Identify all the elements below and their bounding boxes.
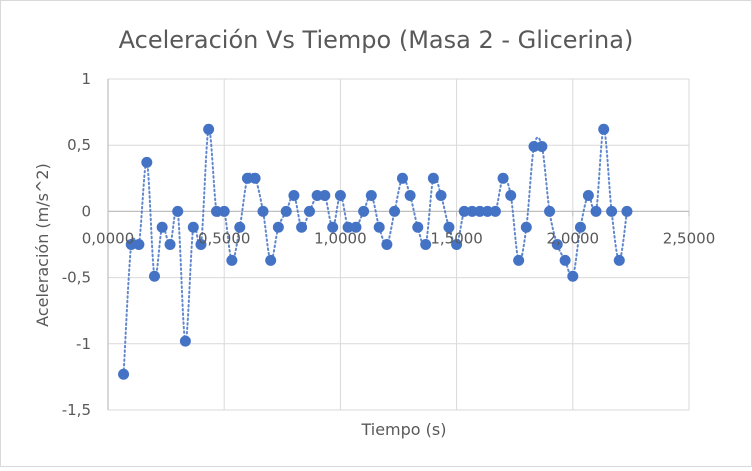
- data-point: [505, 190, 517, 202]
- data-point: [404, 190, 416, 202]
- data-point: [451, 239, 463, 250]
- data-point: [203, 123, 215, 135]
- data-point: [319, 190, 331, 202]
- data-point: [590, 205, 602, 217]
- data-point: [389, 205, 401, 217]
- x-tick-label: 2,0000: [547, 229, 600, 247]
- data-point: [474, 205, 486, 217]
- tick-labels: 1 0,5 0 -0,5 -1 -1,5 0,0000 0,5000 1,0000 1,5000 2…: [62, 70, 716, 419]
- data-point: [234, 221, 246, 233]
- y-tick-label: -1,5: [62, 401, 91, 419]
- data-point: [497, 172, 509, 184]
- x-tick-label: 0,5000: [198, 229, 251, 247]
- y-tick-label: 1: [81, 70, 91, 88]
- data-point: [311, 190, 323, 202]
- data-point: [396, 172, 408, 184]
- data-point: [211, 205, 223, 217]
- data-point: [272, 221, 284, 233]
- data-point: [536, 141, 548, 153]
- data-point: [118, 368, 130, 380]
- gridlines: [108, 78, 690, 411]
- data-point: [443, 221, 455, 233]
- data-point: [195, 239, 207, 250]
- data-point: [412, 221, 424, 233]
- data-point: [567, 270, 579, 282]
- data-point: [582, 190, 594, 202]
- data-point: [148, 270, 160, 282]
- data-point: [621, 205, 633, 217]
- y-tick-label: -1: [76, 335, 91, 353]
- x-axis-title: Tiempo (s): [360, 420, 446, 439]
- trendline-group: [122, 128, 628, 376]
- data-point: [420, 239, 432, 250]
- data-point: [226, 254, 238, 266]
- y-tick-label: 0,5: [67, 136, 91, 154]
- data-point: [365, 190, 377, 202]
- data-point: [296, 221, 308, 233]
- x-tick-label: 0,0000: [82, 229, 135, 247]
- y-tick-label: 0: [81, 202, 91, 220]
- x-tick-label: 2,5000: [663, 229, 716, 247]
- data-point: [381, 239, 393, 250]
- x-tick-label: 1,0000: [314, 229, 367, 247]
- chart-title: Aceleración Vs Tiempo (Masa 2 - Glicerin…: [119, 26, 634, 54]
- data-point: [435, 190, 447, 202]
- data-point: [466, 205, 478, 217]
- data-point: [218, 205, 230, 217]
- data-point: [544, 205, 556, 217]
- data-point: [520, 221, 532, 233]
- y-tick-label: -0,5: [62, 269, 91, 287]
- trendline: [122, 128, 628, 376]
- data-point: [141, 156, 153, 168]
- data-point: [598, 123, 610, 135]
- data-point: [613, 254, 625, 266]
- data-point: [280, 205, 292, 217]
- data-point: [528, 141, 540, 153]
- data-point: [172, 205, 184, 217]
- data-point: [559, 254, 571, 266]
- data-point: [164, 239, 176, 250]
- data-point: [133, 239, 145, 250]
- data-point: [342, 221, 354, 233]
- data-point: [489, 205, 501, 217]
- data-point: [327, 221, 339, 233]
- y-axis-title: Aceleración (m/s^2): [33, 163, 52, 327]
- data-point: [350, 221, 362, 233]
- data-point: [458, 205, 470, 217]
- data-point: [265, 254, 277, 266]
- data-point: [427, 172, 439, 184]
- data-point: [574, 221, 586, 233]
- data-point: [288, 190, 300, 202]
- data-point: [551, 239, 563, 250]
- data-points: [118, 123, 633, 380]
- data-point: [241, 172, 253, 184]
- data-point: [187, 221, 199, 233]
- data-point: [513, 254, 525, 266]
- data-point: [125, 239, 137, 250]
- data-point: [249, 172, 261, 184]
- data-point: [156, 221, 168, 233]
- data-point: [179, 335, 191, 347]
- data-point: [373, 221, 385, 233]
- data-point: [257, 205, 269, 217]
- data-point: [358, 205, 370, 217]
- data-point: [334, 190, 346, 202]
- x-tick-label: 1,5000: [430, 229, 483, 247]
- data-point: [482, 205, 494, 217]
- data-point: [606, 205, 618, 217]
- data-point: [303, 205, 315, 217]
